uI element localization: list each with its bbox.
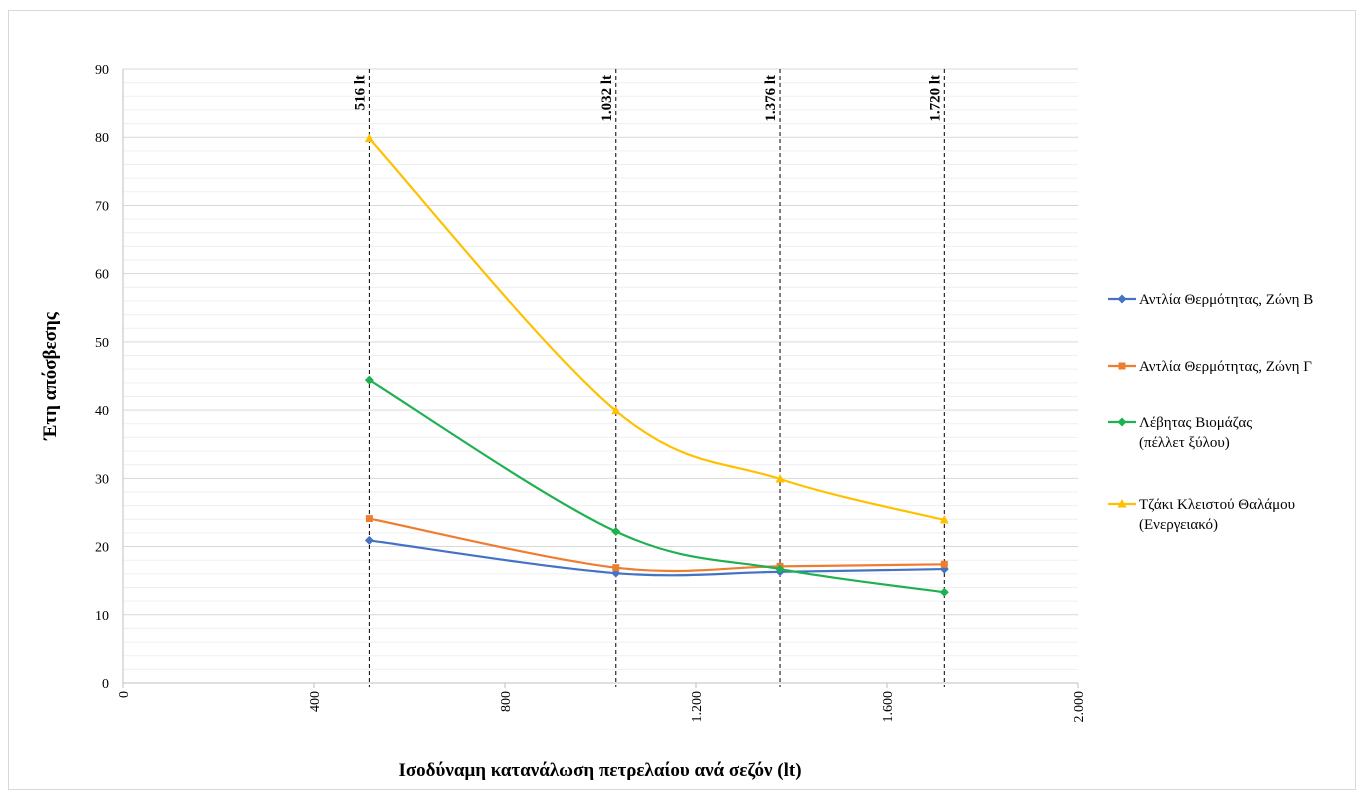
x-tick-label: 2.000 bbox=[1072, 691, 1087, 723]
data-point bbox=[611, 405, 621, 415]
x-tick-label: 1.600 bbox=[881, 691, 896, 723]
y-tick-label: 70 bbox=[95, 199, 109, 214]
data-point bbox=[775, 564, 785, 574]
y-tick-label: 90 bbox=[95, 63, 109, 78]
reference-line-label: 1.376 lt bbox=[763, 75, 779, 122]
reference-line-label: 1.032 lt bbox=[599, 75, 615, 122]
data-point bbox=[365, 515, 373, 523]
series-line bbox=[368, 137, 945, 522]
legend-swatch-marker bbox=[1117, 417, 1127, 427]
x-axis-title: Ισοδύναμη κατανάλωση πετρελαίου ανά σεζό… bbox=[398, 760, 801, 781]
gridlines bbox=[123, 68, 1078, 670]
y-tick-label: 60 bbox=[95, 268, 109, 283]
legend-label: (πέλλετ ξύλου) bbox=[1139, 435, 1230, 451]
reference-lines: 516 lt 1.032 lt 1.376 lt 1.720 lt bbox=[352, 69, 945, 687]
series-line bbox=[369, 539, 945, 577]
legend: Αντλία Θερμότητας, Ζώνη Β Αντλία Θερμότητ… bbox=[1108, 292, 1313, 533]
y-tick-label: 30 bbox=[95, 472, 109, 487]
x-tick-label: 1.200 bbox=[690, 691, 705, 723]
y-tick-label: 50 bbox=[95, 336, 109, 351]
legend-label: Λέβητας Βιομάζας bbox=[1139, 415, 1252, 431]
series-lines bbox=[364, 133, 949, 597]
y-tick-label: 20 bbox=[95, 541, 109, 556]
data-point bbox=[940, 560, 948, 568]
legend-label: (Ενεργειακό) bbox=[1139, 517, 1218, 533]
y-tick-label: 0 bbox=[102, 677, 109, 692]
data-point bbox=[939, 587, 949, 597]
data-point bbox=[939, 514, 949, 524]
data-point bbox=[364, 535, 374, 545]
chart-frame bbox=[8, 10, 1356, 790]
legend-swatch-marker bbox=[1118, 362, 1126, 370]
y-tick-label: 10 bbox=[95, 609, 109, 624]
y-tick-label: 40 bbox=[95, 404, 109, 419]
data-point bbox=[611, 527, 621, 537]
data-point bbox=[775, 474, 785, 483]
legend-swatch-marker bbox=[1117, 294, 1127, 304]
series-line bbox=[368, 379, 945, 594]
reference-line-label: 516 lt bbox=[352, 75, 368, 110]
legend-label: Τζάκι Κλειστού Θαλάμου bbox=[1139, 497, 1295, 513]
axes: 0 10 20 30 40 50 60 70 80 90 0 400 800 1.200 1.600 2.00… bbox=[95, 63, 1087, 723]
reference-line-label: 1.720 lt bbox=[927, 75, 943, 122]
data-point bbox=[364, 133, 374, 143]
data-point bbox=[364, 375, 374, 385]
series-line bbox=[369, 517, 945, 573]
legend-label: Αντλία Θερμότητας, Ζώνη Γ bbox=[1139, 359, 1312, 375]
legend-swatch-marker bbox=[1117, 499, 1127, 508]
y-tick-label: 80 bbox=[95, 131, 109, 146]
data-point bbox=[612, 564, 620, 572]
x-tick-label: 400 bbox=[308, 691, 323, 712]
x-tick-label: 0 bbox=[117, 691, 132, 698]
y-axis-title: Έτη απόσβεσης bbox=[40, 311, 61, 441]
x-tick-label: 800 bbox=[499, 691, 514, 712]
legend-label: Αντλία Θερμότητας, Ζώνη Β bbox=[1139, 292, 1313, 308]
